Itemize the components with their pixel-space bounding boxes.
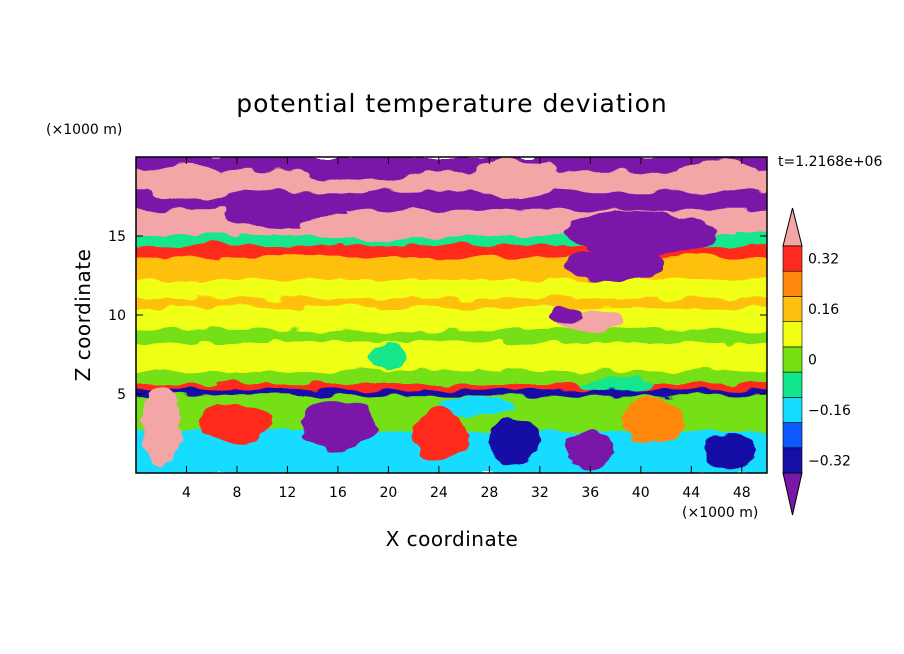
blob-16 xyxy=(621,397,685,442)
colorbar-segment-0 xyxy=(782,447,803,474)
colorbar-segment-2 xyxy=(782,397,803,423)
x-tick-label-5: 24 xyxy=(430,485,448,501)
colorbar-segment-8 xyxy=(782,245,803,272)
blob-10 xyxy=(142,386,181,466)
blob-18 xyxy=(438,397,515,417)
band-1 xyxy=(136,171,767,193)
colorbar-label-0: 0.32 xyxy=(808,252,839,268)
band-0 xyxy=(136,157,767,174)
chart-title: potential temperature deviation xyxy=(236,89,667,118)
blob-11 xyxy=(199,403,275,442)
blob-17 xyxy=(703,431,755,470)
band-13 xyxy=(136,383,767,392)
colorbar-segment-bottom xyxy=(782,472,803,516)
y-tick-label-0: 5 xyxy=(117,387,126,403)
colorbar-segment-5 xyxy=(782,321,803,348)
blob-3 xyxy=(672,160,761,192)
colorbar-segment-6 xyxy=(782,296,803,322)
x-tick-label-8: 36 xyxy=(581,485,599,501)
band-14 xyxy=(136,389,767,399)
x-tick-label-3: 16 xyxy=(329,485,347,501)
y-axis: 5 10 15 xyxy=(108,229,767,403)
blob-20 xyxy=(577,378,654,391)
blob-0 xyxy=(142,164,231,200)
band-12 xyxy=(136,370,767,386)
blob-15 xyxy=(565,430,616,469)
x-tick-label-4: 20 xyxy=(379,485,397,501)
blob-19 xyxy=(369,343,408,369)
colorbar-label-1: 0.16 xyxy=(808,302,839,318)
time-label: t=1.2168e+06 xyxy=(778,154,882,170)
band-8 xyxy=(136,298,767,310)
y-axis-label: Z coordinate xyxy=(71,249,95,382)
blob-5 xyxy=(300,212,477,241)
y-axis-unit: (×1000 m) xyxy=(46,122,122,138)
colorbar-segment-1 xyxy=(782,422,803,449)
y-tick-label-1: 10 xyxy=(108,308,126,324)
y-tick-label-2: 15 xyxy=(108,229,126,245)
x-tick-label-11: 48 xyxy=(733,485,751,501)
x-tick-label-0: 4 xyxy=(182,485,191,501)
band-6 xyxy=(136,257,767,282)
plot-area xyxy=(136,157,767,473)
x-axis-label: X coordinate xyxy=(386,527,519,551)
colorbar: 0.32 0.16 0 −0.16 −0.32 xyxy=(782,207,851,516)
x-tick-label-1: 8 xyxy=(232,485,241,501)
colorbar-label-3: −0.16 xyxy=(808,403,851,419)
blob-2 xyxy=(464,160,566,199)
colorbar-segment-top xyxy=(782,207,803,247)
blob-7 xyxy=(565,248,667,281)
blob-1 xyxy=(300,157,427,183)
x-tick-label-7: 32 xyxy=(531,485,549,501)
blob-13 xyxy=(411,409,467,461)
colorbar-label-4: −0.32 xyxy=(808,453,851,469)
band-10 xyxy=(136,329,767,345)
band-11 xyxy=(136,342,767,373)
x-axis-unit: (×1000 m) xyxy=(682,505,758,521)
x-tick-label-2: 12 xyxy=(279,485,297,501)
blob-14 xyxy=(489,419,540,464)
x-tick-label-10: 44 xyxy=(682,485,700,501)
x-tick-label-6: 28 xyxy=(480,485,498,501)
colorbar-segment-3 xyxy=(782,371,803,398)
x-tick-label-9: 40 xyxy=(632,485,650,501)
colorbar-label-2: 0 xyxy=(808,353,817,369)
blob-9 xyxy=(549,305,581,325)
blob-6 xyxy=(565,210,717,255)
x-axis: 4 8 12 16 20 24 28 32 36 40 44 48 xyxy=(182,157,751,501)
band-7 xyxy=(136,279,767,301)
band-9 xyxy=(136,307,767,332)
colorbar-segment-4 xyxy=(782,346,803,373)
blob-12 xyxy=(300,400,376,451)
colorbar-segment-7 xyxy=(782,270,803,297)
